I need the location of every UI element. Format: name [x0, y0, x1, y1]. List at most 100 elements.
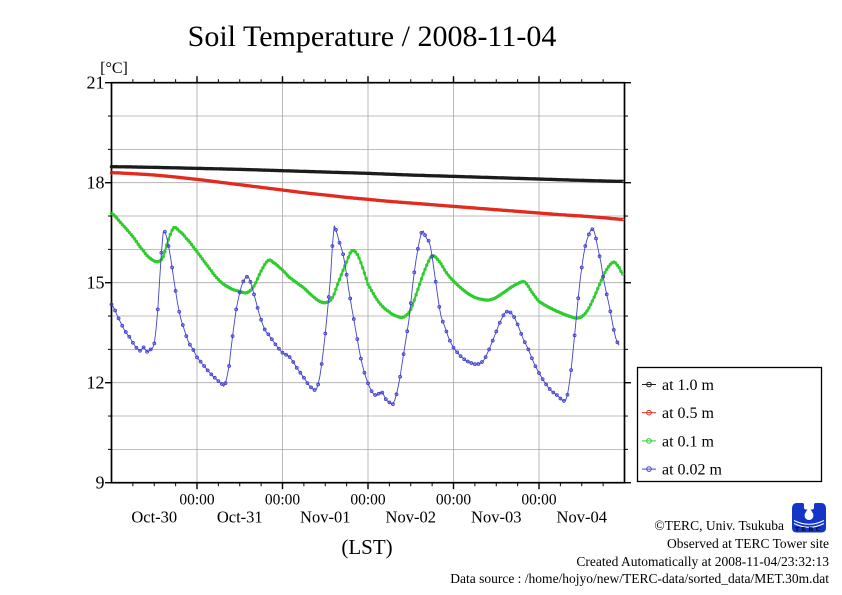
data-point-marker — [111, 164, 116, 169]
data-point-marker — [480, 360, 484, 364]
data-point-marker — [284, 188, 288, 193]
data-point-marker — [537, 371, 541, 375]
data-point-marker — [120, 171, 124, 175]
data-point-marker — [439, 262, 443, 266]
data-point-marker — [154, 259, 158, 264]
data-point-marker — [188, 176, 192, 181]
data-point-marker — [474, 206, 479, 210]
data-point-marker — [492, 175, 497, 180]
data-point-marker — [478, 206, 482, 211]
data-point-marker — [204, 262, 208, 266]
data-point-marker — [476, 296, 481, 301]
data-point-marker — [401, 200, 406, 205]
data-point-marker — [364, 197, 368, 201]
data-point-marker — [232, 182, 237, 186]
data-point-marker — [275, 263, 279, 267]
data-point-marker — [473, 175, 477, 179]
data-point-marker — [362, 370, 367, 375]
data-point-marker — [304, 287, 308, 292]
data-point-marker — [366, 381, 370, 386]
data-point-marker — [414, 293, 418, 297]
data-point-marker — [204, 166, 208, 171]
data-point-marker — [200, 257, 204, 261]
data-point-marker — [478, 297, 482, 301]
data-point-marker — [339, 273, 343, 277]
y-tick-label: 9 — [96, 473, 105, 493]
data-point-marker — [311, 191, 315, 196]
data-point-marker — [471, 206, 475, 210]
data-point-marker — [344, 195, 349, 200]
data-point-marker — [613, 217, 618, 221]
x-time-tick-label: 00:00 — [179, 492, 215, 509]
data-point-marker — [482, 206, 486, 211]
data-point-marker — [444, 174, 449, 178]
data-point-marker — [606, 216, 611, 220]
data-point-marker — [159, 173, 164, 178]
data-point-marker — [416, 247, 420, 251]
y-tick-label: 12 — [87, 373, 105, 393]
data-point-marker — [311, 169, 315, 174]
data-point-marker — [581, 214, 586, 218]
data-point-marker — [556, 177, 561, 182]
data-point-marker — [449, 174, 454, 179]
data-point-marker — [608, 309, 613, 314]
data-point-marker — [375, 198, 379, 202]
data-point-marker — [291, 169, 295, 173]
data-point-marker — [166, 174, 171, 179]
data-point-marker — [168, 165, 173, 170]
data-point-marker — [476, 206, 481, 211]
data-point-marker — [295, 190, 299, 194]
data-point-marker — [462, 357, 467, 362]
data-point-marker — [207, 166, 212, 171]
data-point-marker — [255, 185, 260, 189]
data-point-marker — [148, 173, 153, 177]
data-point-marker — [282, 270, 286, 274]
data-point-marker — [508, 176, 513, 180]
data-point-marker — [469, 206, 474, 210]
data-point-marker — [490, 338, 495, 343]
data-point-marker — [604, 292, 609, 297]
data-point-marker — [542, 211, 547, 216]
data-point-marker — [323, 170, 328, 174]
legend-entry: at 1.0 m — [642, 377, 715, 394]
data-point-marker — [111, 170, 116, 175]
data-point-marker — [262, 168, 267, 172]
data-point-marker — [115, 216, 119, 220]
data-point-marker — [405, 329, 410, 334]
data-point-marker — [366, 282, 370, 287]
data-point-marker — [132, 165, 137, 169]
data-point-marker — [271, 168, 276, 173]
data-point-marker — [254, 184, 258, 189]
data-point-marker — [337, 194, 342, 199]
data-point-marker — [216, 379, 221, 383]
data-point-marker — [202, 166, 206, 171]
data-point-marker — [416, 287, 420, 292]
data-point-marker — [238, 167, 242, 172]
data-point-marker — [193, 247, 197, 252]
data-point-marker — [332, 292, 336, 296]
data-point-marker — [134, 239, 139, 244]
data-point-marker — [515, 176, 520, 181]
data-point-marker — [177, 166, 181, 170]
data-point-marker — [184, 334, 189, 338]
data-point-marker — [572, 213, 577, 218]
data-point-marker — [155, 307, 160, 312]
data-point-marker — [526, 284, 530, 288]
data-point-marker — [558, 177, 563, 182]
data-point-marker — [489, 175, 493, 180]
data-point-marker — [191, 245, 196, 249]
data-point-marker — [319, 192, 324, 197]
data-point-marker — [594, 236, 598, 241]
data-point-marker — [621, 272, 625, 276]
data-point-marker — [186, 238, 190, 242]
data-point-marker — [482, 298, 486, 302]
data-point-marker — [613, 261, 618, 265]
data-point-marker — [496, 208, 500, 212]
data-point-marker — [576, 178, 580, 183]
data-point-marker — [280, 350, 285, 355]
data-point-marker — [140, 247, 144, 251]
data-point-marker — [280, 188, 285, 192]
data-point-marker — [533, 364, 538, 369]
data-point-marker — [546, 177, 550, 182]
